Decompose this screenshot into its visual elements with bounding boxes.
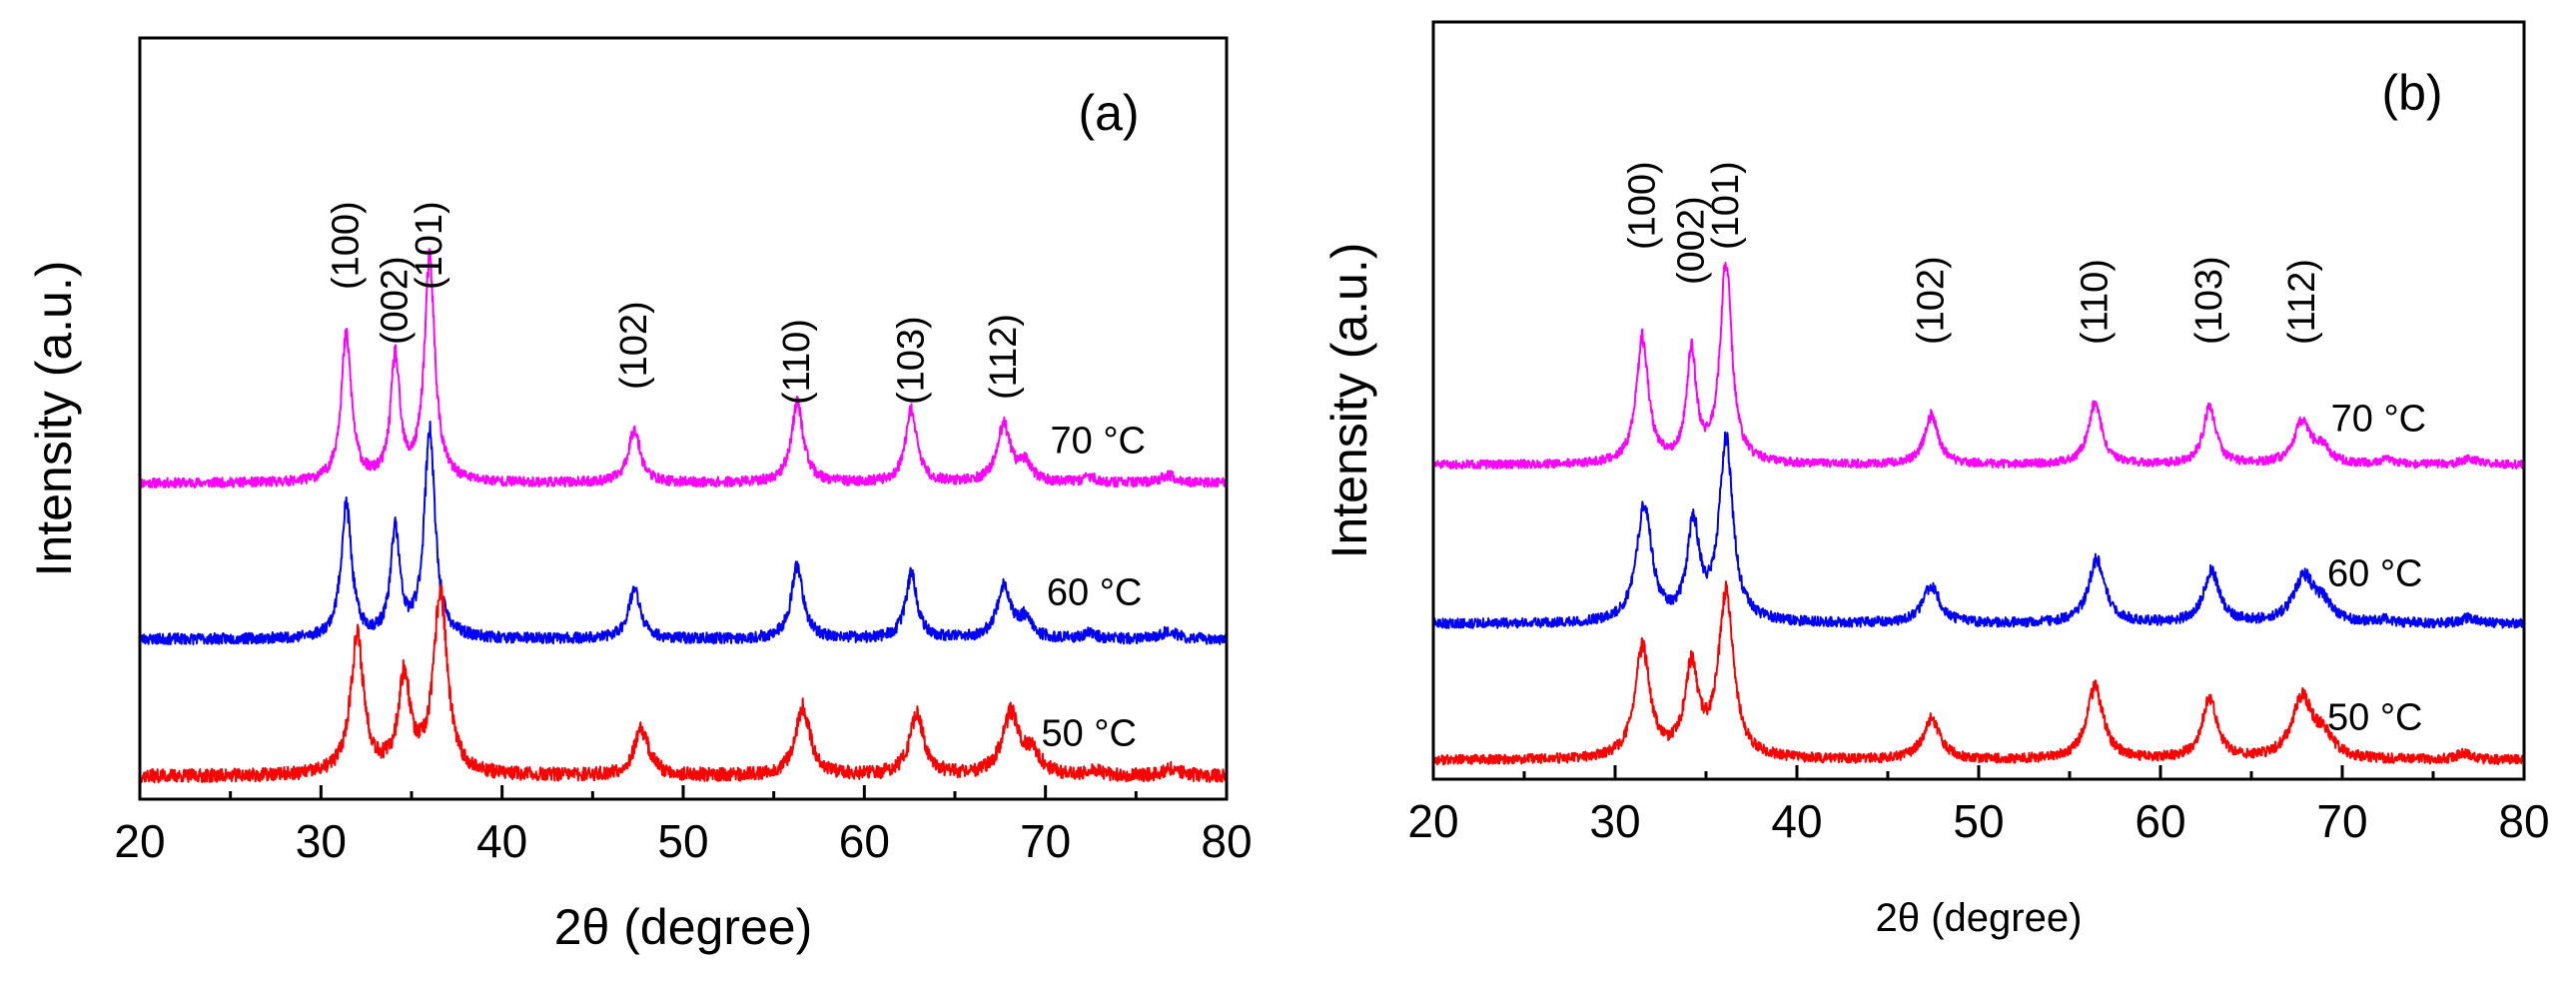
x-tick-label: 70 (2316, 795, 2367, 847)
series-line-50c (1432, 580, 2525, 766)
x-tick-label: 50 (1953, 795, 2004, 847)
peak-label-101: (101) (409, 201, 450, 290)
x-tick-label: 30 (1589, 795, 1640, 847)
x-tick-label: 40 (476, 815, 527, 867)
chart-panel-b: 20 30 40 50 60 70 80 2θ (degree) Intensity (a.u.… (1321, 20, 2550, 940)
x-tick-label: 20 (114, 815, 165, 867)
panel-label: (a) (1078, 85, 1139, 141)
peak-label-110: (110) (776, 319, 818, 405)
panel-label: (b) (2381, 65, 2442, 121)
peak-label-002: (002) (1670, 196, 1712, 285)
temperature-label: 50 °C (1041, 713, 1136, 755)
peak-label-100: (100) (1621, 161, 1663, 250)
peak-label-002: (002) (375, 256, 417, 345)
peak-label-103: (103) (2188, 256, 2230, 345)
y-axis-title: Intensity (a.u.) (26, 261, 82, 577)
peak-label-100: (100) (326, 201, 368, 290)
x-tick-label: 70 (1020, 815, 1071, 867)
peak-label-103: (103) (890, 316, 932, 405)
peak-label-102: (102) (1911, 256, 1953, 345)
plot-frame (138, 36, 1229, 801)
chart-panel-a: 20 30 40 50 60 70 80 2θ (degree) Intensity (a.u.… (26, 36, 1253, 955)
x-tick-label: 50 (657, 815, 708, 867)
peak-label-102: (102) (613, 301, 655, 390)
x-tick-label: 80 (2498, 795, 2549, 847)
peak-label-112: (112) (2281, 259, 2323, 345)
series-line-50c (139, 583, 1228, 784)
series-line-70c (1432, 262, 2525, 471)
temperature-label: 60 °C (2327, 553, 2422, 595)
series-line-60c (139, 421, 1228, 645)
temperature-label: 70 °C (2331, 398, 2426, 440)
x-axis-title: 2θ (degree) (1876, 896, 2083, 940)
temperature-label: 70 °C (1051, 420, 1146, 462)
peak-label-101: (101) (1705, 161, 1747, 250)
x-tick-label: 80 (1201, 815, 1252, 867)
x-tick-label: 60 (839, 815, 890, 867)
x-tick-label: 60 (2135, 795, 2185, 847)
x-axis-title: 2θ (degree) (554, 899, 813, 955)
peak-label-110: (110) (2074, 259, 2116, 345)
temperature-label: 60 °C (1047, 572, 1142, 614)
series-line-70c (139, 248, 1228, 490)
x-tick-label: 20 (1407, 795, 1458, 847)
series-line-60c (1432, 431, 2525, 629)
x-tick-label: 40 (1771, 795, 1822, 847)
temperature-label: 50 °C (2327, 697, 2422, 739)
peak-label-112: (112) (983, 314, 1025, 400)
y-axis-title: Intensity (a.u.) (1321, 243, 1377, 559)
x-tick-label: 30 (296, 815, 347, 867)
